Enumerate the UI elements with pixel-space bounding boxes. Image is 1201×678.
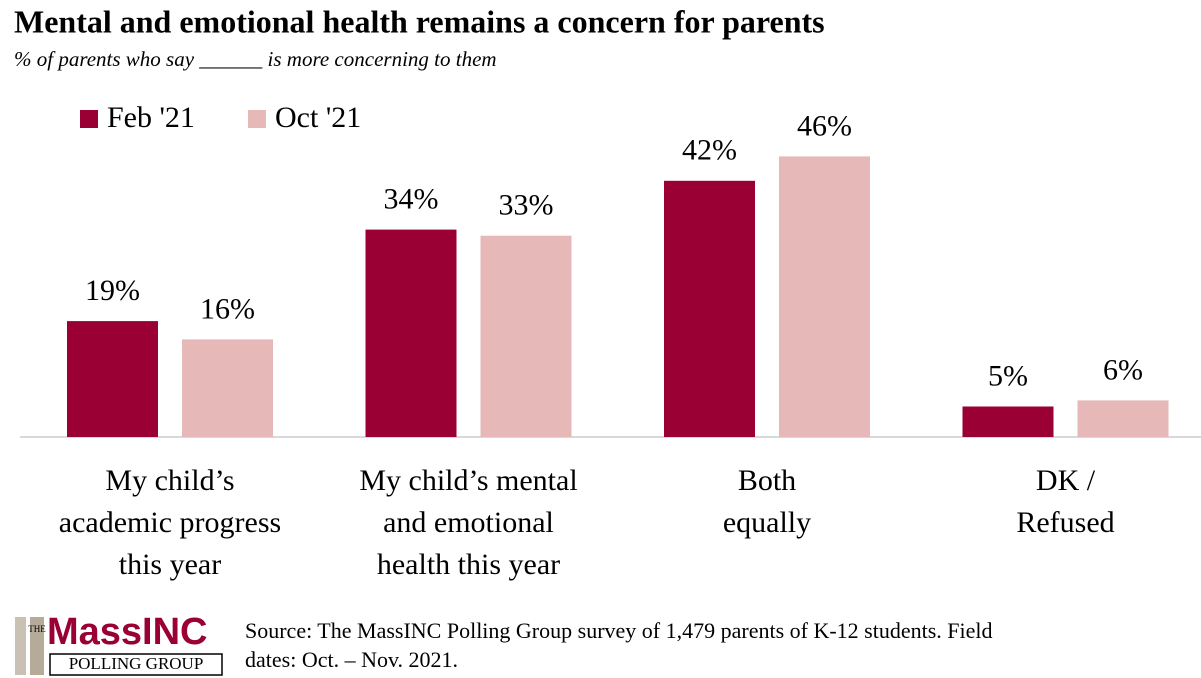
data-label: 6%	[1103, 353, 1143, 386]
bar	[779, 156, 870, 437]
logo-bar	[30, 617, 44, 675]
logo-group: POLLING GROUP	[69, 654, 204, 673]
bar	[67, 321, 158, 437]
data-label: 33%	[499, 189, 554, 222]
bar	[1077, 400, 1169, 437]
legend-swatch	[80, 110, 98, 128]
x-tick-label: DK / Refused	[1016, 464, 1114, 539]
legend-swatch	[248, 110, 266, 128]
x-tick-label: Both equally	[723, 464, 811, 539]
legend-label: Oct '21	[275, 101, 361, 134]
chart-subtitle: % of parents who say ______ is more conc…	[14, 47, 497, 71]
x-tick-label: My child’s mental and emotional health thi…	[359, 464, 577, 581]
chart-title: Mental and emotional health remains a co…	[14, 3, 825, 39]
bar	[365, 229, 457, 437]
data-label: 46%	[797, 109, 852, 142]
logo-bar	[15, 617, 26, 675]
logo-name: MassINC	[47, 611, 208, 653]
data-label: 16%	[200, 292, 255, 325]
data-label: 34%	[384, 182, 439, 215]
bar	[480, 235, 572, 437]
data-label: 5%	[988, 359, 1028, 392]
logo-box	[49, 653, 223, 676]
legend-label: Feb '21	[107, 101, 195, 134]
data-label: 42%	[682, 134, 737, 167]
bar	[962, 406, 1054, 437]
data-label: 19%	[85, 274, 140, 307]
x-tick-label: My child’s academic progress this year	[59, 464, 281, 581]
bar	[182, 339, 273, 437]
logo-the: THE	[28, 624, 46, 634]
bar	[664, 180, 755, 438]
source: Source: The MassINC Polling Group survey…	[245, 618, 993, 672]
